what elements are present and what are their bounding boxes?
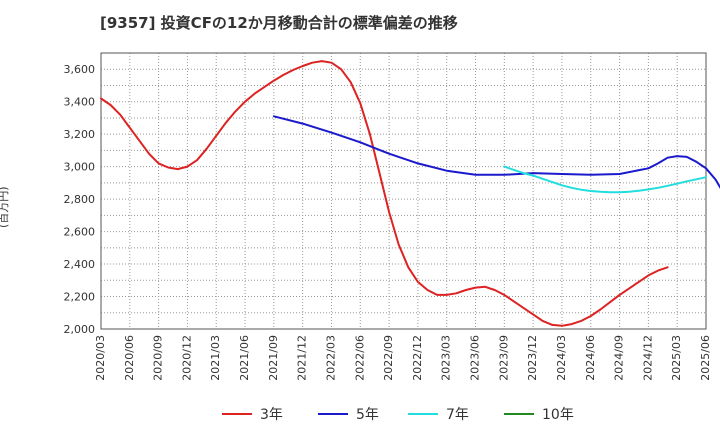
x-tick-label: 2023/12 <box>526 335 539 381</box>
legend-swatch <box>318 413 348 415</box>
y-tick-label: 3,200 <box>64 128 96 141</box>
x-tick-label: 2024/12 <box>641 335 654 381</box>
x-tick-label: 2022/12 <box>411 335 424 381</box>
legend-swatch <box>408 413 438 415</box>
y-tick-label: 2,400 <box>64 258 96 271</box>
series-line-3年 <box>100 60 669 327</box>
legend-label: 7年 <box>446 407 469 423</box>
x-tick-label: 2024/09 <box>613 335 626 381</box>
y-tick-label: 2,800 <box>64 193 96 206</box>
legend-item: 3年 <box>222 402 283 426</box>
plot-border <box>100 52 707 330</box>
y-tick-label: 2,200 <box>64 291 96 304</box>
x-tick-label: 2023/09 <box>497 335 510 381</box>
x-tick-label: 2021/12 <box>296 335 309 381</box>
x-tick-label: 2023/06 <box>469 335 482 381</box>
plot-area <box>101 53 706 329</box>
x-tick-label: 2020/09 <box>152 335 165 381</box>
series-line-7年 <box>503 165 707 194</box>
x-tick-label: 2022/03 <box>324 335 337 381</box>
x-tick-label: 2020/03 <box>94 335 107 381</box>
x-tick-label: 2020/12 <box>180 335 193 381</box>
x-tick-label: 2023/03 <box>440 335 453 381</box>
y-tick-label: 3,600 <box>64 63 96 76</box>
x-tick-label: 2021/03 <box>209 335 222 381</box>
legend-item: 7年 <box>408 402 469 426</box>
legend-label: 10年 <box>542 407 574 423</box>
x-tick-label: 2021/09 <box>267 335 280 381</box>
x-tick-label: 2025/03 <box>670 335 683 381</box>
legend-label: 3年 <box>260 407 283 423</box>
legend-item: 5年 <box>318 402 379 426</box>
x-tick-label: 2021/06 <box>238 335 251 381</box>
y-tick-label: 3,000 <box>64 161 96 174</box>
chart-legend: 3年 5年 7年 10年 <box>0 402 720 426</box>
x-tick-label: 2022/06 <box>353 335 366 381</box>
legend-label: 5年 <box>356 407 379 423</box>
x-tick-label: 2022/09 <box>382 335 395 381</box>
legend-swatch <box>222 413 252 415</box>
x-tick-label: 2020/06 <box>123 335 136 381</box>
legend-item: 10年 <box>504 402 574 426</box>
chart-title: [9357] 投資CFの12か月移動合計の標準偏差の推移 <box>100 14 458 32</box>
x-tick-label: 2025/06 <box>699 335 712 381</box>
legend-swatch <box>504 413 534 415</box>
y-tick-label: 2,000 <box>64 323 96 336</box>
y-tick-label: 3,400 <box>64 96 96 109</box>
x-tick-label: 2024/03 <box>555 335 568 381</box>
y-tick-label: 2,600 <box>64 226 96 239</box>
x-tick-label: 2024/06 <box>584 335 597 381</box>
series-line-5年 <box>272 115 720 190</box>
